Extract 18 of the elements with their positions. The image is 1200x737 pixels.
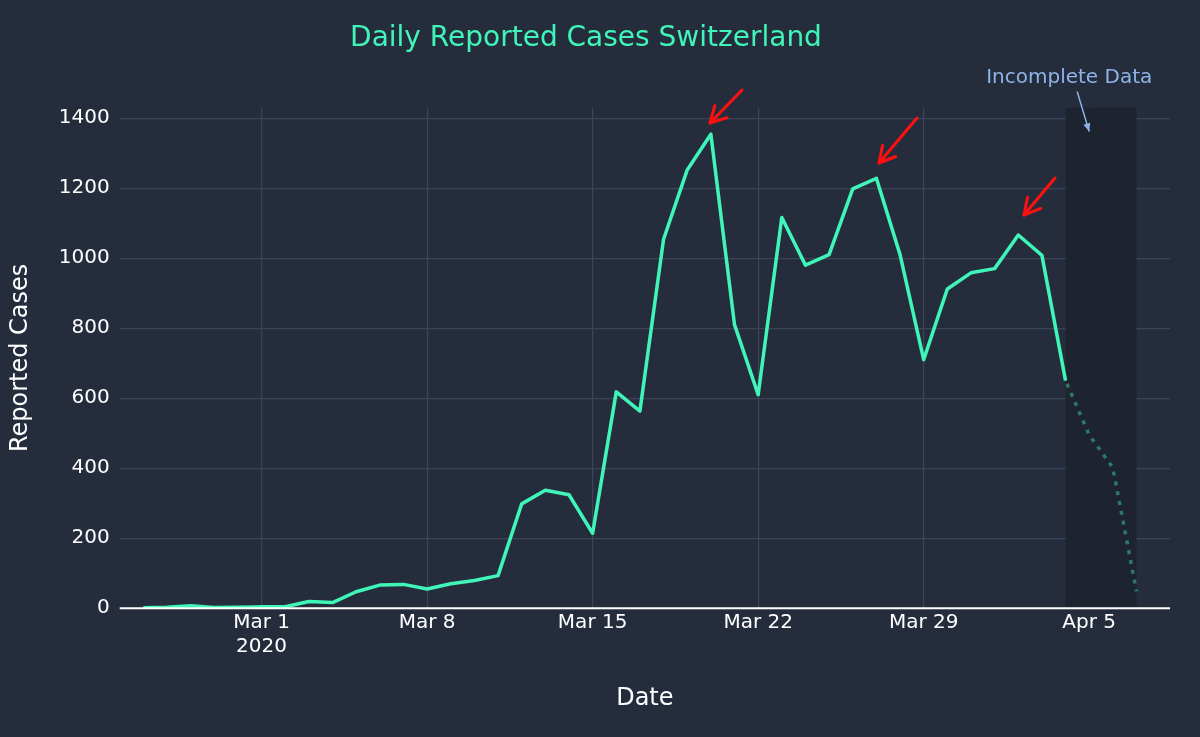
chart-title: Daily Reported Cases Switzerland bbox=[350, 20, 822, 54]
x-tick-label: Apr 5 bbox=[1062, 609, 1117, 634]
y-axis-title: Reported Cases bbox=[4, 263, 33, 453]
y-tick-label: 400 bbox=[71, 454, 110, 479]
x-tick-label: Mar 22 bbox=[723, 609, 793, 634]
y-tick-label: 1200 bbox=[58, 174, 110, 199]
x-tick-label: Mar 1 2020 bbox=[233, 609, 290, 658]
y-tick-label: 600 bbox=[71, 384, 110, 409]
band-label: Incomplete Data bbox=[986, 63, 1153, 88]
x-tick-label: Mar 15 bbox=[557, 609, 628, 634]
x-tick-label: Mar 29 bbox=[888, 609, 959, 634]
x-tick-label: Mar 8 bbox=[398, 609, 456, 634]
y-tick-label: 800 bbox=[71, 314, 110, 339]
x-axis-title: Date bbox=[616, 682, 674, 711]
y-tick-label: 1000 bbox=[58, 244, 110, 269]
y-tick-label: 200 bbox=[71, 524, 110, 549]
y-tick-label: 1400 bbox=[58, 104, 110, 129]
y-tick-label: 0 bbox=[96, 594, 110, 619]
